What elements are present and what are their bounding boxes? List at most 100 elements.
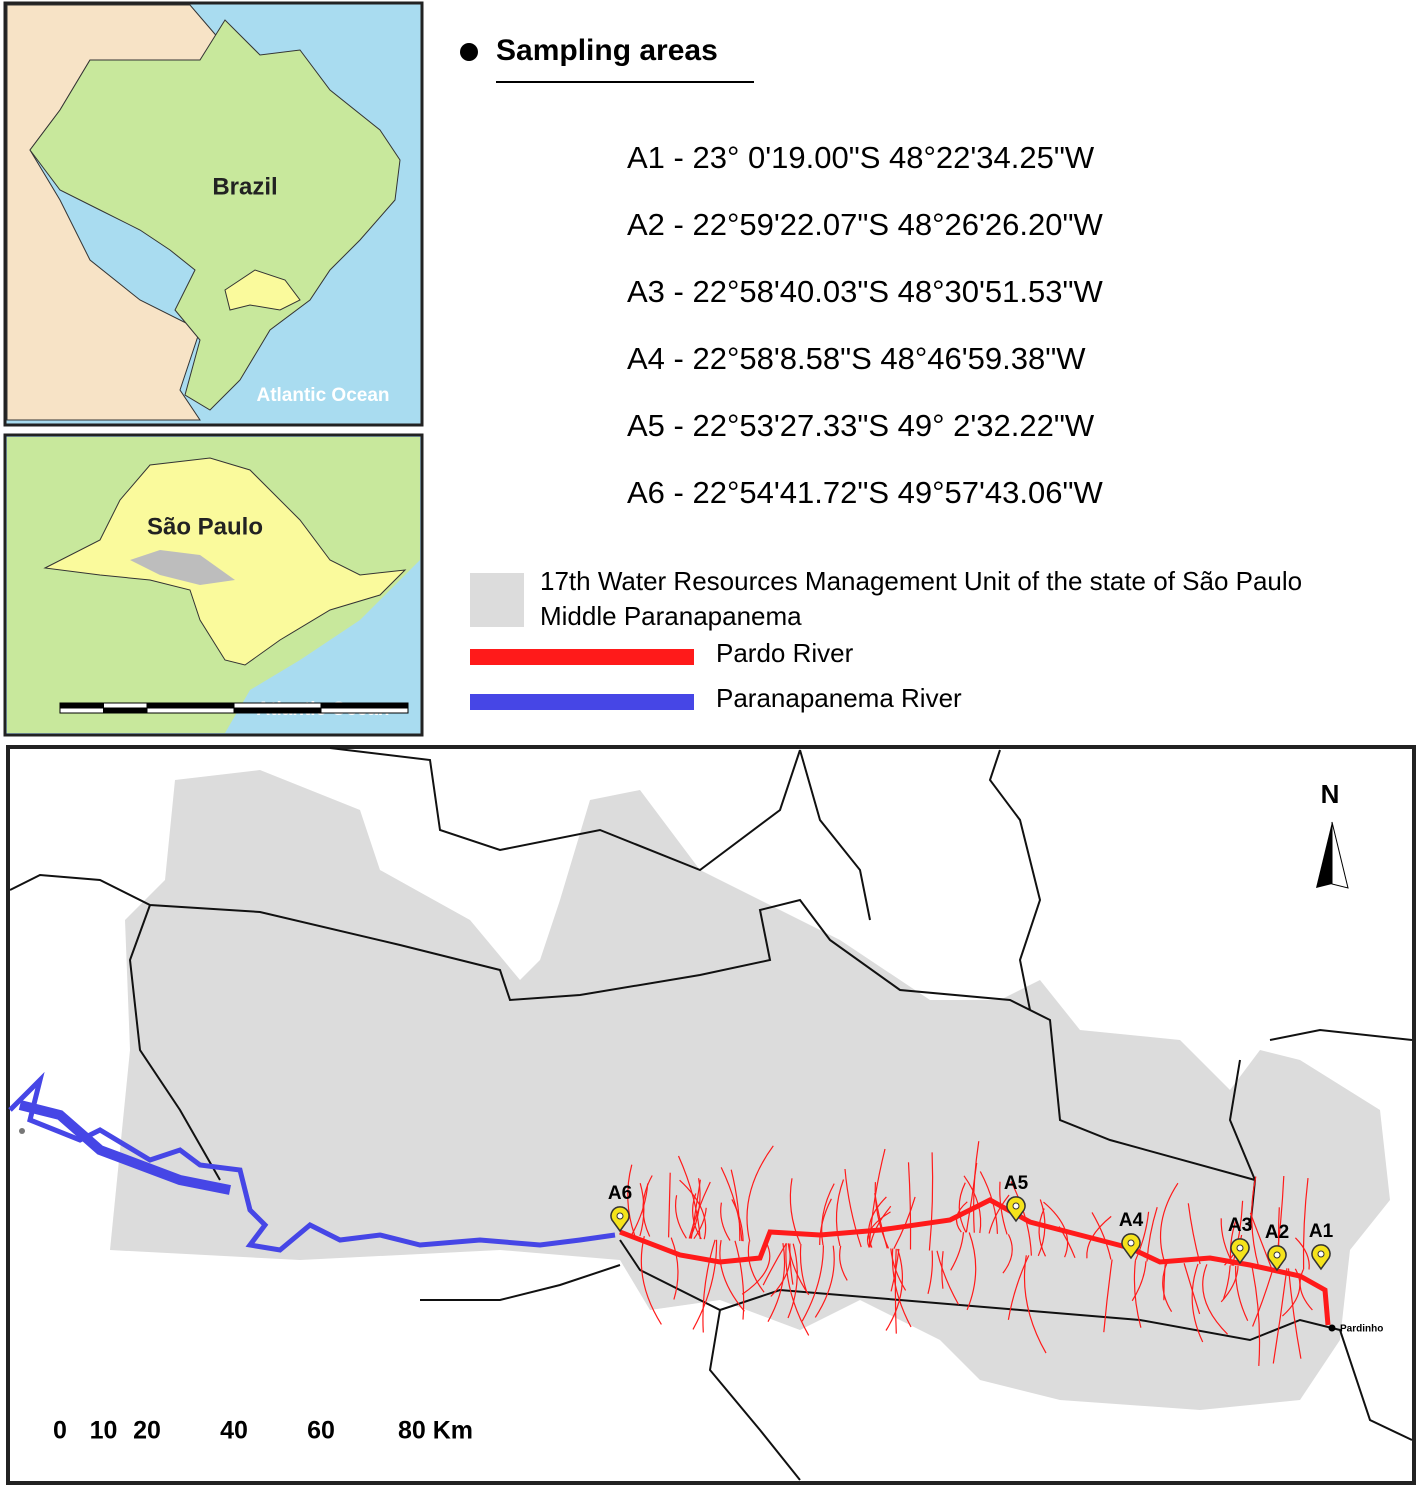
tributary — [1251, 1176, 1260, 1268]
tributary — [1103, 1259, 1113, 1333]
tributary — [1294, 1237, 1310, 1270]
tributary — [691, 1193, 702, 1240]
tributary — [720, 1202, 731, 1241]
scale-tick-label: 60 — [307, 1417, 335, 1445]
scale-bar: 0 10 20 40 60 80 Km — [53, 702, 473, 1445]
legend-label: Pardo River — [716, 638, 854, 668]
tributary — [890, 1248, 907, 1291]
sampling-list: A1 - 23° 0'19.00"S 48°22'34.25"W A2 - 22°… — [627, 140, 1103, 510]
scale-segment — [103, 707, 148, 714]
tributary — [1202, 1264, 1229, 1335]
legend-swatch — [470, 694, 694, 710]
site-pin-hole — [1317, 1250, 1325, 1258]
tributary — [747, 1241, 765, 1293]
tributary — [639, 1183, 645, 1237]
tributary — [821, 1183, 835, 1246]
tributary — [741, 1242, 771, 1295]
tributary — [674, 1195, 687, 1239]
tributary — [1272, 1268, 1288, 1364]
tributary — [928, 1152, 934, 1251]
tributary — [787, 1243, 798, 1319]
site-pin-hole — [616, 1212, 624, 1220]
sao-paulo-state — [43, 457, 407, 666]
scale-tick-label: 20 — [133, 1417, 161, 1445]
town-label: Pardinho — [1340, 1324, 1383, 1335]
sampling-area: A2 - 22°59'22.07"S 48°26'26.20"W — [627, 207, 1103, 242]
inset-brazil: Brazil Atlantic Ocean — [3, 1, 424, 427]
legend: 17th Water Resources Management Unit of … — [470, 566, 1302, 713]
tributary — [973, 1141, 980, 1233]
site-label: A5 — [1004, 1173, 1029, 1194]
tributary — [746, 1145, 774, 1242]
tributary — [965, 1162, 978, 1233]
site-label: A3 — [1228, 1215, 1252, 1236]
tributary — [627, 1164, 636, 1236]
legend-swatch — [470, 649, 694, 665]
tributary — [814, 1245, 835, 1318]
north-label: N — [1321, 779, 1340, 809]
sampling-sites: A6 A5 A4 A3 A2 A1 — [608, 1173, 1334, 1272]
site-label: A4 — [1119, 1210, 1144, 1231]
sampling-area: A5 - 22°53'27.33"S 49° 2'32.22"W — [627, 408, 1095, 443]
bullet — [460, 43, 478, 61]
site-label: A2 — [1265, 1222, 1289, 1243]
tributary — [720, 1167, 743, 1242]
tributary — [731, 1199, 744, 1242]
tributary — [927, 1250, 934, 1294]
tributary — [640, 1236, 662, 1325]
tributary — [1231, 1200, 1244, 1266]
tributary — [789, 1178, 801, 1245]
point — [19, 1128, 25, 1134]
tributary — [670, 1237, 679, 1300]
scale-segment — [146, 702, 235, 709]
town-marker — [1328, 1324, 1336, 1332]
tributary — [874, 1192, 888, 1249]
tributary — [799, 1243, 808, 1293]
tributary — [693, 1207, 707, 1240]
tributary — [950, 1232, 965, 1271]
sampling-title: Sampling areas — [496, 34, 718, 67]
tributary — [936, 1250, 960, 1305]
tributary — [692, 1239, 718, 1330]
north-arrow — [1331, 821, 1349, 889]
tributary — [1091, 1212, 1112, 1260]
tributary — [966, 1232, 977, 1311]
tributary — [1251, 1266, 1261, 1366]
boundaries — [9, 747, 1413, 1481]
tributary — [907, 1162, 912, 1250]
tributary — [1023, 1255, 1047, 1354]
tributary — [801, 1245, 824, 1322]
tributary — [1002, 1234, 1013, 1274]
scale-tick-label: 0 — [53, 1417, 67, 1445]
scale-segment — [59, 702, 104, 709]
tributary — [689, 1178, 701, 1239]
scale-segment — [233, 702, 322, 709]
pardo-tributaries — [627, 1141, 1313, 1366]
site-pin-hole — [1236, 1244, 1244, 1252]
tributary — [893, 1196, 916, 1249]
scale-segment — [59, 707, 104, 714]
tributary — [1163, 1262, 1166, 1301]
tributary — [1222, 1265, 1231, 1300]
paranapanema-reservoir — [18, 1100, 231, 1195]
tributary — [1252, 1267, 1274, 1327]
tributary — [958, 1182, 967, 1233]
scale-segment — [320, 702, 409, 709]
tributary — [1131, 1261, 1147, 1302]
tributary — [885, 1248, 903, 1331]
main-map: Pardinho A6 A5 A4 A3 A2 A1 N 0 10 20 40 60 80 Km — [6, 702, 1416, 1485]
tributary — [835, 1179, 845, 1247]
inset-sao-paulo: São Paulo Atlantic Ocean — [3, 433, 424, 737]
site-label: A1 — [1309, 1221, 1334, 1242]
site-pin-hole — [1273, 1251, 1281, 1259]
tributary — [869, 1205, 892, 1248]
tributary — [719, 1239, 745, 1312]
tributary — [988, 1194, 1010, 1234]
legend-label: Middle Paranapanema — [540, 601, 802, 631]
tributary — [767, 1242, 786, 1322]
tributary — [894, 1248, 897, 1334]
scale-segment — [103, 702, 148, 709]
site-pin-hole — [1127, 1239, 1135, 1247]
tributary — [1007, 1255, 1030, 1320]
